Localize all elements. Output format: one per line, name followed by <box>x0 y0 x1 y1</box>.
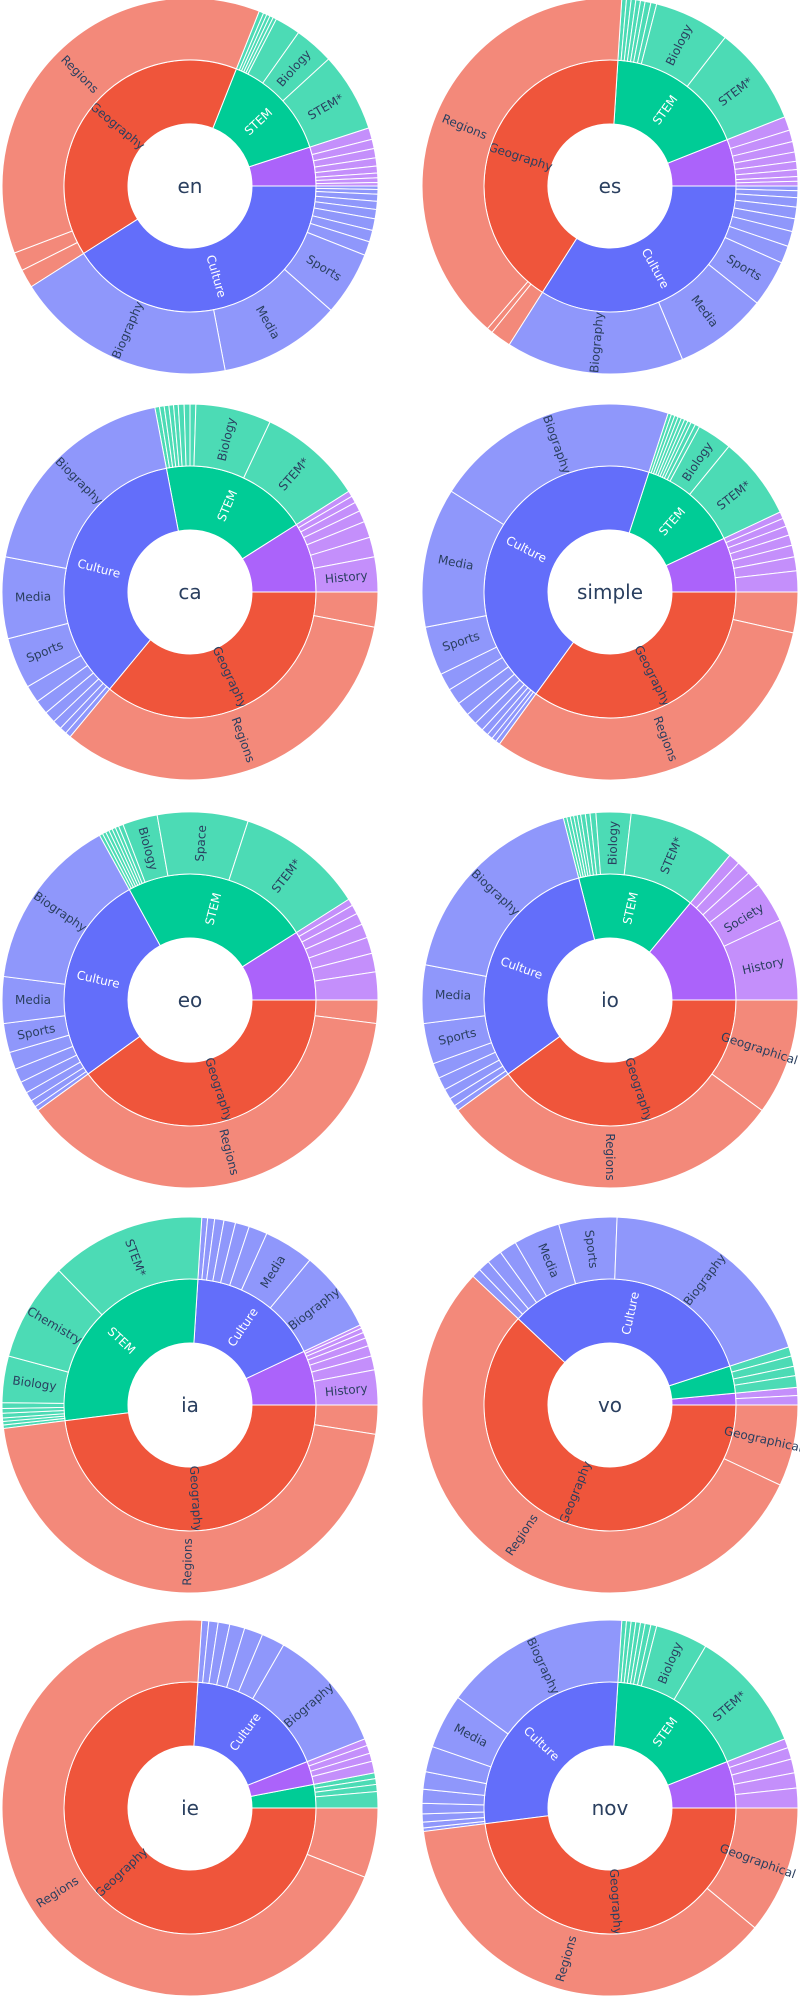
segment-geography-regions[interactable] <box>421 1275 781 1594</box>
label-geography: Geography <box>187 1465 205 1532</box>
center-label: simple <box>577 580 643 604</box>
label-space: Space <box>193 825 209 862</box>
sunburst-simple: STEMBiologySTEM*CultureSportsMediaBiogra… <box>421 403 799 781</box>
label-stem: STEM <box>620 891 641 926</box>
segment-geography-regions[interactable] <box>69 615 376 781</box>
center-label: ie <box>181 1796 199 1820</box>
label-biology: Biology <box>606 821 621 866</box>
segment-stem-sub-3[interactable] <box>733 1375 798 1394</box>
segment-stem-stem[interactable] <box>228 820 350 934</box>
label-history: History <box>324 568 368 586</box>
center-label: ia <box>181 1393 199 1417</box>
center-label: ca <box>178 580 201 604</box>
segment-culture-biography[interactable] <box>269 1259 361 1353</box>
segment-geography-regions[interactable] <box>457 1073 763 1189</box>
segment-stem-stem[interactable] <box>688 445 781 540</box>
segment-history-and-society-sub-3[interactable] <box>311 1760 376 1785</box>
label-biology: Biology <box>12 1373 58 1393</box>
center-label: en <box>178 174 203 198</box>
center-label: eo <box>178 988 203 1012</box>
segment-culture-biography[interactable] <box>2 834 130 985</box>
label-regions: Regions <box>180 1538 195 1586</box>
segment-stem-stem[interactable] <box>58 1216 203 1316</box>
label-sports: Sports <box>582 1229 600 1269</box>
segment-geography-regions[interactable] <box>37 1015 378 1189</box>
label-media: Media <box>15 993 51 1007</box>
sunburst-ia: HistoryCultureMediaBiographySTEMBiologyC… <box>1 1216 379 1594</box>
segment-culture-biography[interactable] <box>424 817 580 977</box>
segment-geography-regions[interactable] <box>498 618 795 781</box>
segment-culture-biography[interactable] <box>614 1216 790 1367</box>
segment-culture-biography[interactable] <box>30 252 226 375</box>
segment-geography-regions[interactable] <box>421 0 623 330</box>
segment-geography-regions[interactable] <box>422 1823 756 1997</box>
center-label: vo <box>598 1393 622 1417</box>
segment-history-and-society-sub-7[interactable] <box>315 181 379 187</box>
label-biography: Biography <box>587 311 606 373</box>
segment-stem-stem[interactable] <box>282 58 370 148</box>
segment-stem-stem[interactable] <box>242 421 350 526</box>
label-history: History <box>324 1381 368 1399</box>
segment-geography-regions[interactable] <box>1 0 260 254</box>
label-media: Media <box>437 552 475 573</box>
segment-geography-regions[interactable] <box>2 1420 377 1594</box>
segment-stem-stem[interactable] <box>673 1645 786 1763</box>
sunburst-ca: HistorySTEMBiologySTEM*CultureSportsMedi… <box>1 403 379 781</box>
segment-culture-biography[interactable] <box>4 406 167 569</box>
label-media: Media <box>435 988 471 1003</box>
segment-culture-biography[interactable] <box>508 291 684 375</box>
center-label: nov <box>592 1796 629 1820</box>
sunburst-nov: STEMBiologySTEM*CultureMediaBiographyGeo… <box>421 1619 799 1997</box>
label-geography: Geography <box>607 1868 625 1935</box>
label-regions: Regions <box>603 1133 617 1180</box>
segment-stem-stem[interactable] <box>623 812 731 904</box>
segment-stem-stem[interactable] <box>686 36 786 141</box>
segment-geography-regions[interactable] <box>1 1619 366 1997</box>
center-label: es <box>599 174 622 198</box>
segment-culture-biography[interactable] <box>252 1644 366 1763</box>
label-media: Media <box>15 589 51 604</box>
segment-culture-biography[interactable] <box>457 1619 623 1735</box>
segment-culture-biography[interactable] <box>450 403 669 526</box>
center-label: io <box>601 988 619 1012</box>
